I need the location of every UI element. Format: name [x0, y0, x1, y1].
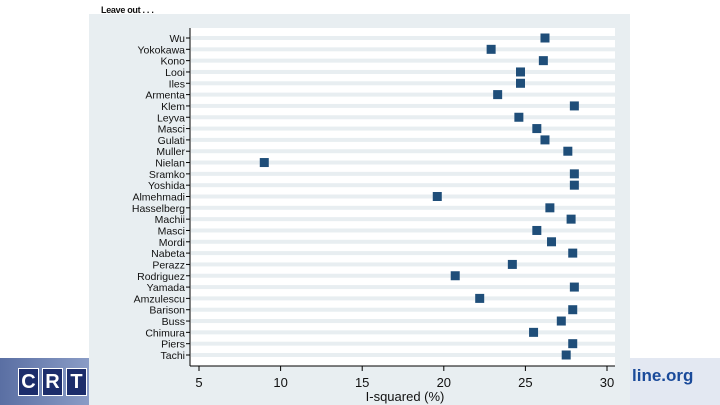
x-tick-label: 30	[600, 375, 614, 390]
y-tick-label: Tachi	[160, 350, 185, 362]
x-tick-label: 5	[195, 375, 202, 390]
gridline	[191, 36, 615, 40]
data-point	[516, 78, 526, 88]
data-point	[568, 339, 578, 349]
data-point	[563, 146, 573, 156]
data-point	[540, 135, 550, 145]
gridline	[191, 183, 615, 188]
y-tick-label: Barison	[149, 305, 185, 317]
data-point	[532, 124, 542, 134]
gridline	[191, 285, 615, 290]
gridline	[191, 307, 615, 312]
data-point	[516, 67, 526, 77]
gridline	[191, 251, 615, 256]
data-point	[569, 180, 579, 190]
gridline	[191, 319, 615, 324]
gridline	[191, 205, 615, 210]
gridline	[191, 160, 615, 165]
data-point	[540, 33, 550, 43]
gridline	[191, 115, 615, 120]
y-tick-label: Looi	[165, 67, 185, 79]
gridline	[191, 69, 615, 74]
data-point	[569, 101, 579, 111]
gridline	[191, 273, 615, 278]
data-point	[475, 293, 485, 303]
data-point	[566, 214, 576, 224]
x-tick-label: 10	[273, 375, 287, 390]
data-point	[432, 192, 442, 201]
x-tick-label: 25	[518, 375, 532, 390]
y-tick-label: Almehmadi	[132, 192, 185, 204]
gridline	[191, 137, 615, 142]
gridline	[191, 353, 615, 357]
data-point	[556, 316, 566, 326]
y-tick-label: Piers	[161, 339, 185, 351]
y-tick-label: Armenta	[145, 90, 185, 102]
gridline	[191, 103, 615, 108]
gridline	[191, 239, 615, 244]
gridline	[191, 47, 615, 52]
y-tick-label: Chimura	[145, 327, 185, 339]
gridline	[191, 341, 615, 346]
y-tick-label: Wu	[169, 33, 185, 45]
gridline	[191, 171, 615, 176]
y-tick-label: Amzulescu	[134, 293, 186, 305]
y-tick-label: Masci	[158, 124, 185, 136]
data-point	[569, 169, 579, 179]
y-tick-label: Perazz	[152, 259, 185, 271]
y-tick-label: Klem	[161, 101, 185, 113]
y-tick-label: Yokokawa	[138, 44, 186, 56]
y-tick-label: Masci	[158, 225, 185, 237]
data-point	[568, 248, 578, 258]
gridline	[191, 58, 615, 63]
y-tick-label: Rodriguez	[137, 271, 185, 283]
data-point	[545, 203, 555, 213]
gridline	[191, 217, 615, 222]
data-point	[538, 56, 548, 66]
data-point	[569, 282, 579, 292]
gridline	[191, 296, 615, 301]
site-logo: line.org	[630, 358, 720, 405]
y-tick-label: Nielan	[155, 158, 185, 170]
y-tick-label: Iles	[169, 78, 185, 90]
y-tick-label: Kono	[160, 56, 185, 68]
data-point	[568, 305, 578, 315]
heading: Leave out . . .	[101, 5, 154, 15]
gridline	[191, 149, 615, 154]
y-tick-label: Hasselberg	[132, 203, 185, 215]
y-tick-label: Muller	[156, 146, 185, 158]
data-point	[493, 90, 503, 100]
y-tick-label: Buss	[162, 316, 185, 328]
data-point	[486, 44, 496, 54]
x-tick-label: 15	[355, 375, 369, 390]
gridline	[191, 330, 615, 335]
y-tick-label: Leyva	[157, 112, 185, 124]
gridline	[191, 92, 615, 97]
data-point	[532, 225, 542, 235]
y-tick-label: Yamada	[147, 282, 185, 294]
y-tick-label: Nabeta	[151, 248, 185, 260]
data-point	[547, 237, 557, 247]
x-axis-label: I-squared (%)	[366, 389, 445, 404]
gridline	[191, 228, 615, 233]
data-point	[514, 112, 524, 122]
y-tick-label: Mordi	[159, 237, 185, 249]
gridline	[191, 81, 615, 86]
y-tick-label: Gulati	[158, 135, 185, 147]
data-point	[507, 259, 517, 269]
y-tick-label: Sramko	[149, 169, 185, 181]
gridline	[191, 126, 615, 131]
data-point	[529, 327, 539, 337]
y-tick-label: Machii	[155, 214, 185, 226]
data-point	[450, 271, 460, 281]
gridline	[191, 194, 615, 199]
x-tick-label: 20	[437, 375, 451, 390]
data-point	[561, 350, 571, 360]
gridline	[191, 262, 615, 267]
data-point	[259, 158, 269, 168]
y-tick-label: Yoshida	[148, 180, 185, 192]
